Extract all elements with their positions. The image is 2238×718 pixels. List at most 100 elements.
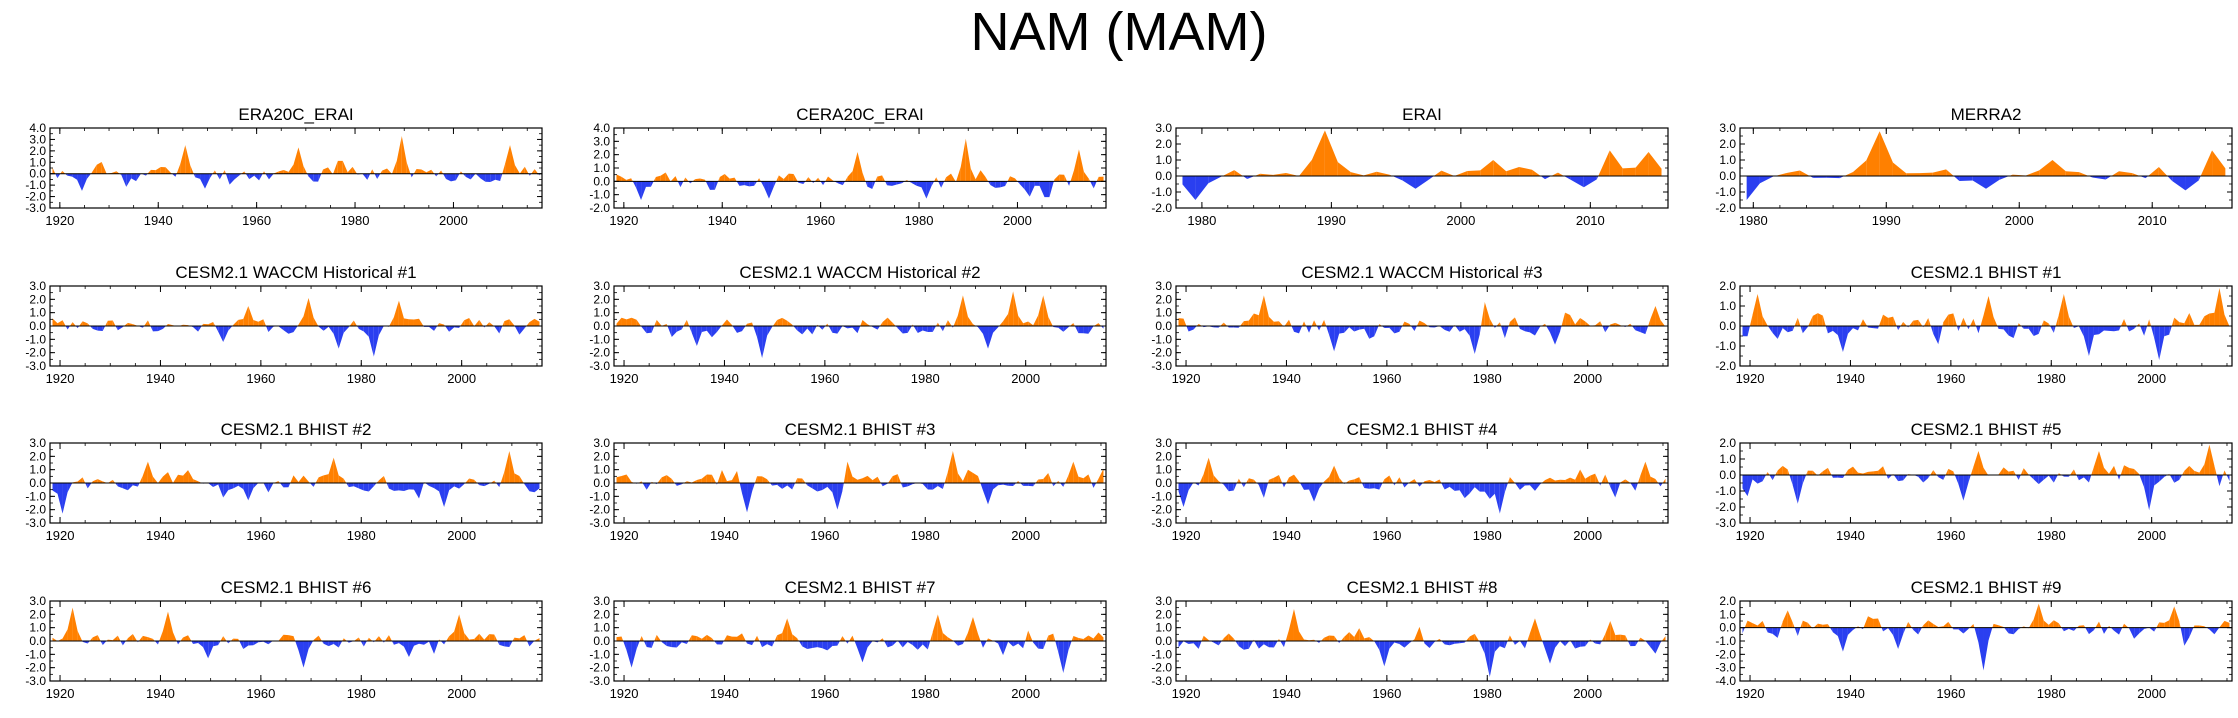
negative-area [234,173,240,180]
positive-area [1580,469,1586,483]
negative-area [1469,483,1475,494]
negative-area [1602,326,1606,333]
x-tick-label: 1940 [708,213,737,228]
negative-area [1101,326,1104,329]
negative-area [857,326,861,334]
positive-area [437,323,440,326]
negative-area [1248,641,1254,649]
positive-area [2055,314,2059,326]
positive-area [1590,473,1596,483]
positive-area [1376,171,1390,176]
positive-area [1349,632,1355,641]
positive-area [474,319,480,326]
positive-area [1551,172,1558,176]
positive-area [2169,606,2175,628]
positive-area [1595,473,1600,483]
negative-area [887,181,892,186]
positive-area [509,451,515,483]
y-tick-label: -2.0 [1715,359,1736,373]
positive-area [1223,633,1229,641]
negative-area [1454,483,1460,491]
negative-area [353,483,359,489]
negative-area [1361,483,1365,489]
x-tick-label: 1920 [1172,371,1201,386]
positive-area [343,478,347,483]
negative-area [1968,326,1971,330]
positive-area [52,167,56,174]
positive-area [860,320,863,326]
positive-area [877,476,881,483]
positive-area [793,173,798,182]
negative-area [1049,181,1054,198]
x-tick-label: 1920 [45,213,74,228]
plot-frame [1739,442,2233,524]
negative-area [248,483,254,501]
negative-area [1825,326,1828,334]
positive-area [438,170,442,174]
negative-area [1988,627,1993,641]
positive-area [747,322,753,326]
positive-area [1007,176,1011,182]
y-tick-label: 1.0 [1719,299,1736,313]
negative-area [2103,326,2109,331]
plot-frame [1175,127,1669,209]
positive-area [653,176,656,182]
positive-area [479,319,484,326]
negative-area [777,483,783,489]
x-tick-label: 1960 [242,213,271,228]
negative-area [1238,641,1244,650]
positive-area [72,607,78,641]
positive-area [867,475,873,483]
positive-area [1088,635,1094,641]
y-tick-label: -2.0 [1151,201,1172,215]
negative-area [842,181,845,186]
y-tick-label: 0.0 [1719,169,1736,183]
y-tick-label: 1.0 [29,306,46,320]
negative-area [55,173,58,179]
positive-area [353,637,359,641]
positive-area [534,169,539,174]
positive-area [1827,624,1831,628]
positive-area [531,169,535,174]
x-tick-label: 1980 [2037,371,2066,386]
negative-area [688,181,691,184]
positive-area [1439,479,1442,483]
negative-area [772,641,775,647]
x-tick-label: 2000 [1573,371,1602,386]
positive-area [1409,323,1411,326]
x-tick-label: 1960 [1936,371,1965,386]
positive-area [1273,474,1279,483]
negative-area [782,483,788,489]
negative-area [239,641,244,649]
positive-area [688,635,692,641]
positive-area [792,634,798,641]
positive-area [1078,637,1084,641]
positive-area [441,170,443,174]
positive-area [745,323,748,326]
positive-area [1268,477,1274,483]
negative-area [1193,326,1197,330]
positive-area [1288,319,1292,326]
panel-13: CESM2.1 BHIST #63.02.01.00.0-1.0-2.0-3.0… [25,578,543,701]
positive-area [1945,468,1949,475]
negative-area [646,641,652,648]
negative-area [1309,483,1315,502]
positive-area [1645,461,1651,483]
positive-area [825,323,828,326]
positive-area [1509,317,1515,326]
negative-area [162,326,166,329]
negative-area [490,173,496,182]
positive-area [1585,475,1591,483]
negative-area [1306,326,1310,333]
x-tick-label: 1960 [246,371,275,386]
positive-area [1028,321,1034,326]
positive-area [847,461,853,483]
negative-area [1459,641,1465,644]
negative-area [1258,641,1264,649]
negative-area [1933,326,1939,345]
positive-area [616,636,622,641]
y-tick-label: 0.0 [593,174,610,188]
x-tick-label: 2000 [447,371,476,386]
x-tick-label: 1940 [1272,371,1301,386]
negative-area [1183,641,1189,644]
